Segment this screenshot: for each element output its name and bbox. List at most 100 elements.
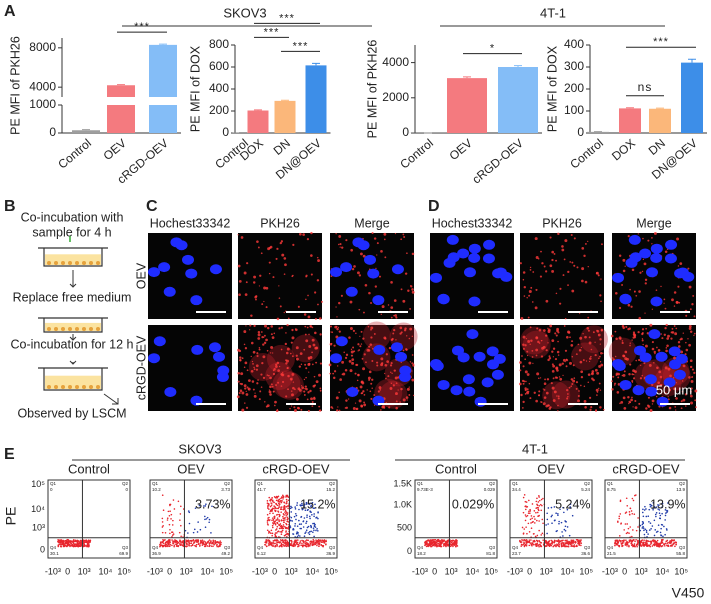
red-signal [518,382,522,386]
event [624,544,627,546]
quadrant-label: 34.4 [512,487,521,492]
red-signal [245,393,249,396]
red-signal [393,299,397,302]
red-signal [319,387,322,390]
event [159,543,161,546]
event [617,542,619,545]
red-signal [631,373,634,376]
red-signal [252,388,255,391]
quadrant-label: Q3 [329,545,336,550]
bar [619,108,641,133]
red-signal [311,338,315,342]
red-signal [567,330,570,334]
red-signal [528,289,532,293]
red-signal [337,406,339,408]
red-signal [623,370,626,373]
event [167,541,170,544]
red-signal [259,274,262,277]
red-signal [246,262,249,265]
red-signal [255,298,257,301]
event [63,540,65,543]
event [447,544,450,547]
red-signal [540,339,543,342]
red-signal [336,365,339,367]
event [571,544,573,546]
event [64,544,67,547]
red-signal [283,273,286,275]
event [179,519,181,521]
x-tick-label: -10³ [507,566,523,576]
red-signal [631,268,635,272]
well [38,367,108,391]
red-signal [601,243,603,246]
red-signal [522,347,525,350]
event [664,533,666,536]
nucleus [185,268,198,279]
red-signal [412,363,415,366]
red-signal [549,324,553,328]
event [285,496,287,498]
event [526,514,529,517]
event [292,543,295,546]
red-signal [265,286,269,290]
event [271,532,274,535]
red-signal [669,374,672,378]
event [201,539,204,541]
cell [96,327,100,331]
event [564,520,566,522]
event [439,542,441,545]
event [524,514,527,516]
event [572,540,575,543]
event [278,515,281,518]
event [643,545,645,547]
cell [96,385,100,389]
significance-label: *** [134,21,150,33]
event [218,544,221,547]
event [264,541,267,544]
event [456,545,459,547]
x-tick-label: -10³ [45,566,61,576]
cell [68,261,72,265]
event [557,543,559,546]
red-signal [557,410,559,412]
red-signal [365,361,367,364]
red-signal [349,326,353,330]
red-signal [547,404,550,407]
event [308,533,311,536]
red-signal [556,350,560,354]
event [437,540,440,543]
red-signal [290,341,293,344]
red-signal [569,361,572,365]
red-signal [568,386,571,389]
red-signal [399,401,401,403]
red-signal [665,347,668,349]
red-signal [552,377,555,380]
red-signal [319,333,322,336]
event [172,499,175,501]
red-signal [621,340,624,342]
event [309,517,311,520]
quadrant-percent: 15.2% [300,497,335,511]
red-signal [599,294,602,297]
red-signal [314,331,317,335]
red-signal [407,289,410,292]
event [560,521,563,524]
red-signal [376,361,379,364]
event [300,523,303,525]
event [627,541,629,544]
red-signal [244,361,248,365]
red-signal [555,334,558,337]
event [296,502,299,504]
red-signal [522,400,525,404]
event [309,541,311,543]
red-signal [688,376,691,379]
red-signal [349,369,353,373]
event [652,508,654,511]
red-signal [255,368,259,371]
event [537,501,540,503]
event [276,499,278,502]
event [317,511,319,513]
event [267,517,269,519]
red-signal [303,348,306,351]
red-signal [547,358,550,362]
